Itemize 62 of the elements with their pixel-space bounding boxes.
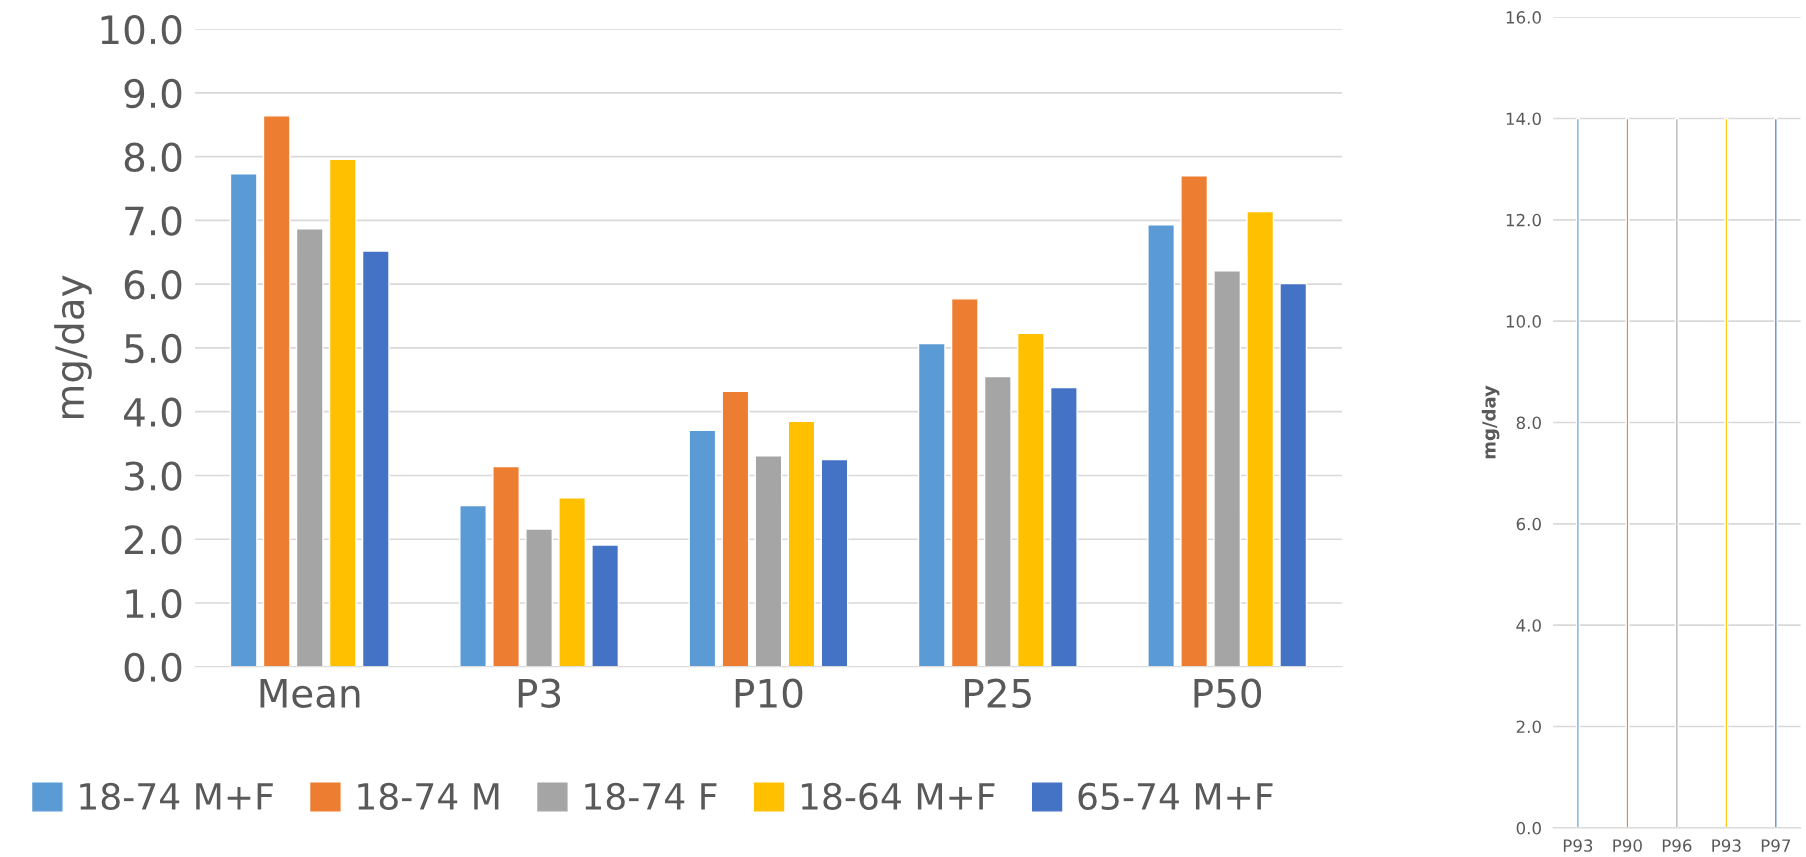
y-tick-label: 10.0 <box>1506 315 1541 328</box>
y-tick-label: 5.0 <box>125 333 182 364</box>
y-tick-label: 0.0 <box>124 652 182 683</box>
y-axis-title: mg/day <box>54 275 92 419</box>
y-tick-label: 4.0 <box>123 397 182 428</box>
bar <box>262 115 291 667</box>
bar <box>1049 386 1078 667</box>
legend-label: 18-74 F <box>585 782 717 811</box>
y-tick-label: 6.0 <box>1516 517 1541 531</box>
legend-label: 18-74 M <box>358 782 499 811</box>
y-axis-title: mg/day <box>1481 385 1500 459</box>
bar <box>983 375 1012 667</box>
legend-label: 18-74 M+F <box>80 782 273 811</box>
bar <box>820 458 849 667</box>
x-tick-label: P50 <box>1194 678 1262 708</box>
y-tick-label: 8.0 <box>124 142 182 172</box>
x-tick-label: P93 <box>1712 839 1741 852</box>
bar <box>492 465 520 667</box>
x-tick-label: P93 <box>1563 839 1593 852</box>
y-tick-label: 14.0 <box>1506 112 1541 126</box>
y-tick-label: 2.0 <box>124 525 182 555</box>
bar <box>1016 332 1045 667</box>
x-tick-label: P25 <box>965 678 1031 708</box>
bar <box>754 455 783 667</box>
y-tick-label: 1.0 <box>126 588 182 619</box>
bar <box>591 544 620 667</box>
y-tick-label: 3.0 <box>125 461 182 491</box>
y-tick-label: 4.0 <box>1516 619 1541 632</box>
bar <box>721 390 750 667</box>
bar <box>688 429 717 667</box>
bar <box>950 298 979 667</box>
legend-label: 18-64 M+F <box>801 782 995 811</box>
y-tick-label: 2.0 <box>1516 720 1541 734</box>
legend-label: 65-74 M+F <box>1078 782 1273 811</box>
bar <box>229 173 258 667</box>
x-tick-label: P3 <box>518 678 561 708</box>
y-tick-label: 0.0 <box>1516 821 1541 835</box>
y-tick-label: 9.0 <box>124 78 182 109</box>
bar <box>361 250 390 667</box>
x-tick-label: Mean <box>260 679 360 708</box>
y-tick-label: 8.0 <box>1516 416 1541 430</box>
y-tick-label: 16.0 <box>1506 11 1541 24</box>
y-tick-label: 12.0 <box>1506 213 1541 227</box>
y-tick-label: 7.0 <box>125 206 182 236</box>
x-tick-label: P90 <box>1613 839 1642 852</box>
x-tick-label: P96 <box>1662 839 1692 852</box>
bar <box>295 228 324 667</box>
bar <box>525 528 553 667</box>
bar <box>1213 270 1242 667</box>
bar <box>459 504 487 667</box>
bar <box>558 497 587 667</box>
x-tick-label: P10 <box>735 678 803 708</box>
bar <box>1279 282 1308 667</box>
bar <box>787 420 816 667</box>
y-tick-label: 10.0 <box>101 15 182 45</box>
y-tick-label: 6.0 <box>124 270 182 300</box>
bar <box>1147 224 1176 667</box>
bar <box>917 342 946 667</box>
bar <box>1246 210 1275 667</box>
bar <box>328 158 357 667</box>
bar <box>1180 175 1209 667</box>
x-tick-label: P97 <box>1761 839 1791 852</box>
